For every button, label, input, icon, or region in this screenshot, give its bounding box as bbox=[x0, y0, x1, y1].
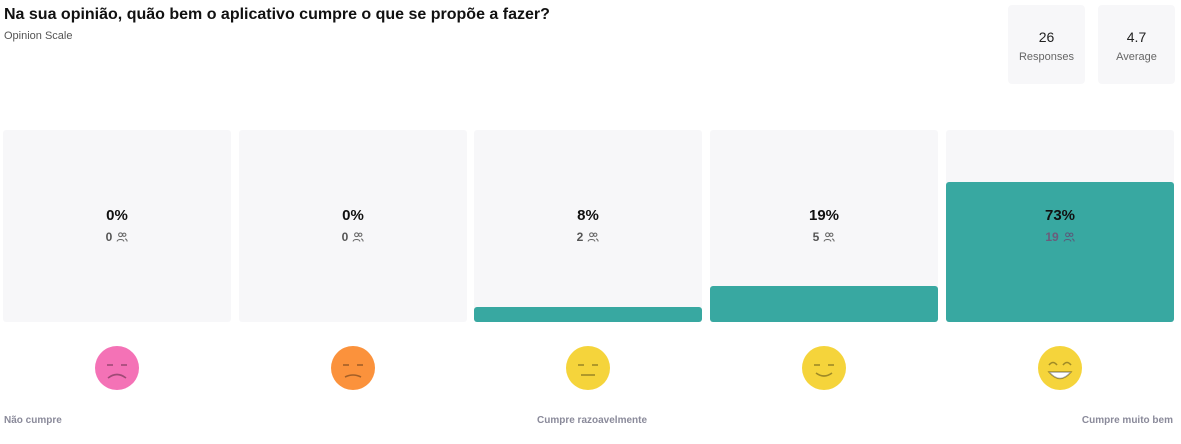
response-count: 2 bbox=[474, 230, 702, 244]
count-value: 0 bbox=[105, 230, 113, 244]
people-icon bbox=[352, 232, 364, 242]
bar-fill-5 bbox=[946, 182, 1174, 322]
people-icon bbox=[1063, 232, 1075, 242]
count-value: 5 bbox=[812, 230, 820, 244]
people-icon bbox=[587, 232, 599, 242]
percent-label: 73% bbox=[1044, 207, 1076, 224]
percent-label: 19% bbox=[808, 207, 840, 224]
question-title: Na sua opinião, quão bem o aplicativo cu… bbox=[4, 6, 550, 23]
bar-label: 0% 0 bbox=[239, 207, 467, 244]
percent-label: 0% bbox=[106, 207, 128, 224]
people-icon bbox=[116, 232, 128, 242]
response-count: 19 bbox=[946, 230, 1174, 244]
bar-fill-3 bbox=[474, 307, 702, 322]
responses-count: 26 bbox=[1038, 29, 1055, 45]
scale-label-middle: Cumpre razoavelmente bbox=[537, 415, 648, 426]
bar-label: 73% 19 bbox=[946, 207, 1174, 244]
count-value: 2 bbox=[576, 230, 584, 244]
bar-column-2: 0% 0 bbox=[239, 130, 467, 322]
average-value: 4.7 bbox=[1126, 29, 1147, 45]
bar-label: 0% 0 bbox=[3, 207, 231, 244]
responses-label: Responses bbox=[1018, 51, 1075, 63]
bar-column-5: 73% 19 bbox=[946, 130, 1174, 322]
people-icon bbox=[823, 232, 835, 242]
question-type: Opinion Scale bbox=[4, 30, 73, 42]
neutral-face-icon bbox=[566, 346, 610, 390]
scale-label-high: Cumpre muito bem bbox=[1081, 415, 1173, 426]
bar-label: 8% 2 bbox=[474, 207, 702, 244]
bar-column-4: 19% 5 bbox=[710, 130, 938, 322]
smiling-face-icon bbox=[802, 346, 846, 390]
percent-label: 8% bbox=[577, 207, 599, 224]
bar-fill-4 bbox=[710, 286, 938, 322]
grinning-face-icon bbox=[1038, 346, 1082, 390]
count-value: 19 bbox=[1045, 230, 1059, 244]
average-label: Average bbox=[1116, 51, 1157, 63]
very-sad-face-icon bbox=[95, 346, 139, 390]
average-card: 4.7 Average bbox=[1098, 5, 1175, 84]
bar-column-3: 8% 2 bbox=[474, 130, 702, 322]
bar-column-1: 0% 0 bbox=[3, 130, 231, 322]
responses-card: 26 Responses bbox=[1008, 5, 1085, 84]
percent-label: 0% bbox=[342, 207, 364, 224]
count-value: 0 bbox=[341, 230, 349, 244]
scale-label-low: Não cumpre bbox=[4, 415, 62, 426]
response-count: 5 bbox=[710, 230, 938, 244]
response-count: 0 bbox=[239, 230, 467, 244]
sad-face-icon bbox=[331, 346, 375, 390]
response-count: 0 bbox=[3, 230, 231, 244]
bar-label: 19% 5 bbox=[710, 207, 938, 244]
